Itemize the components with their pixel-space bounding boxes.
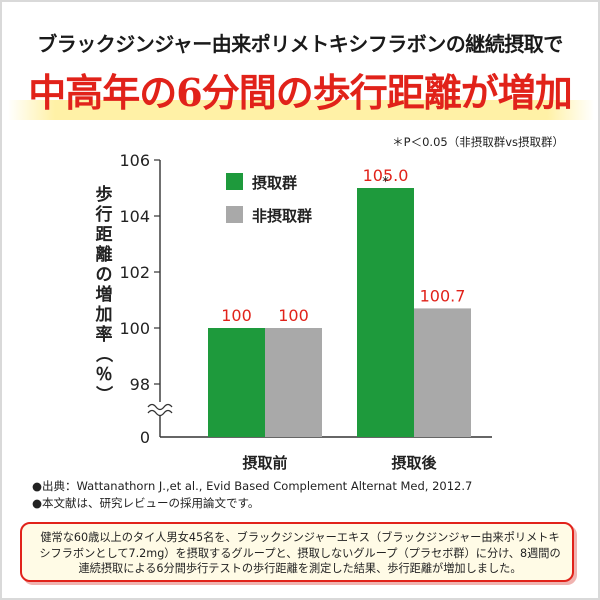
y-axis-label-char: 加	[95, 305, 113, 325]
subtitle: ブラックジンジャー由来ポリメトキシフラボンの継続摂取で	[37, 32, 563, 56]
y-tick-label: 98	[130, 375, 150, 394]
bar-non-intake-0	[265, 328, 322, 437]
title-highlight-band	[8, 100, 594, 120]
y-axis-label-char: の	[96, 265, 113, 285]
y-axis-label-char: （	[93, 346, 114, 363]
y-axis-label-char: ％	[96, 365, 113, 385]
value-label: 100	[221, 306, 252, 325]
x-category-label: 摂取後	[391, 454, 437, 472]
bar-non-intake-1	[414, 308, 471, 437]
legend-swatch-intake	[226, 173, 243, 190]
significance-marker: *	[382, 175, 389, 190]
y-tick-label: 106	[119, 151, 150, 170]
legend-label: 摂取群	[252, 174, 297, 192]
y-axis-label-char: 歩	[96, 184, 113, 205]
citation-text: ●出典：Wattanathorn J.,et al., Evid Based C…	[32, 479, 473, 493]
y-tick-label: 104	[119, 207, 150, 226]
review-note-text: ●本文献は、研究レビューの採用論文です。	[32, 496, 260, 510]
y-axis-label-char: 率	[96, 324, 113, 345]
y-axis-label-char: 行	[95, 204, 113, 225]
y-tick-label: 102	[119, 263, 150, 282]
y-axis-label-char: 増	[96, 284, 113, 305]
y-tick-label: 100	[119, 319, 150, 338]
y-axis-label-char: ）	[93, 386, 114, 403]
x-category-label: 摂取前	[242, 454, 287, 472]
page-title: 中高年の6分間の歩行距離が増加	[28, 70, 572, 115]
bar-intake-0	[208, 328, 265, 437]
bar-intake-1	[357, 188, 414, 437]
value-label: 105.0	[363, 166, 409, 185]
sources-block: ●出典：Wattanathorn J.,et al., Evid Based C…	[32, 478, 472, 512]
legend-label: 非摂取群	[252, 207, 312, 225]
legend-swatch-non-intake	[226, 206, 243, 223]
description-box: 健常な60歳以上のタイ人男女45名を、ブラックジンジャーエキス（ブラックジンジャ…	[20, 522, 574, 582]
y-axis-label-char: 離	[96, 244, 113, 265]
axis-break-wave	[147, 403, 173, 411]
description-text: 健常な60歳以上のタイ人男女45名を、ブラックジンジャーエキス（ブラックジンジャ…	[39, 531, 561, 575]
y-axis-label-char: 距	[96, 225, 113, 245]
significance-note: ＊P＜0.05（非摂取群vs摂取群）	[392, 135, 564, 149]
value-label: 100	[278, 306, 309, 325]
value-label: 100.7	[420, 286, 466, 305]
axis-break-wave	[147, 409, 173, 417]
y-tick-label: 0	[140, 428, 150, 447]
